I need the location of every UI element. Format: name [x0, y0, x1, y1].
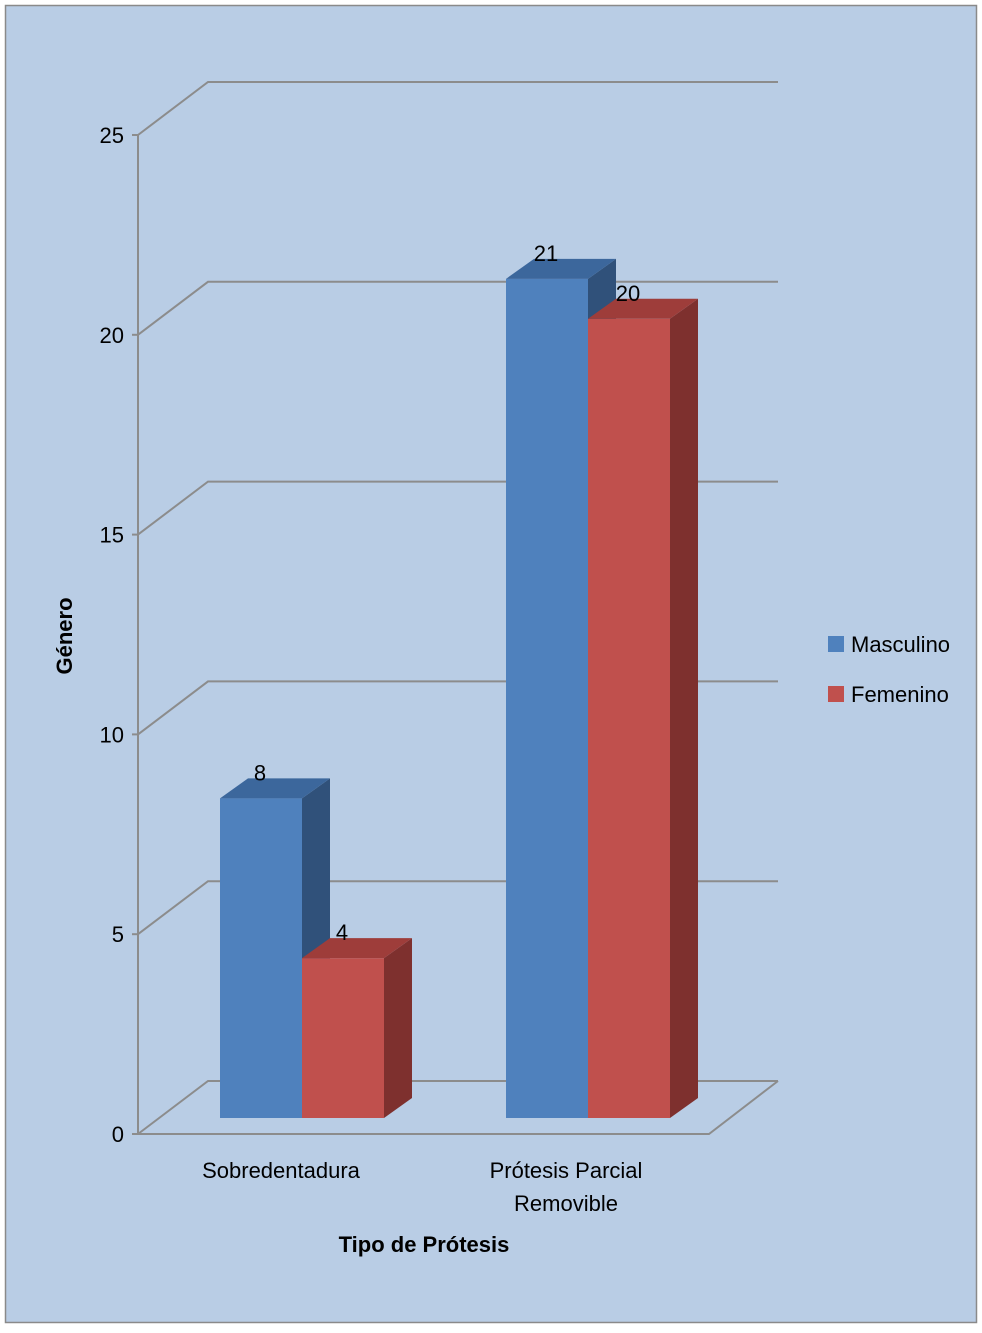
- bar-femenino-front: [588, 318, 670, 1118]
- y-tick-label: 20: [100, 323, 124, 348]
- bar-femenino-side: [384, 938, 412, 1118]
- chart-background: [4, 4, 978, 1324]
- x-category-label: Removible: [514, 1191, 618, 1216]
- data-label: 4: [336, 920, 348, 945]
- bar-femenino-top: [302, 938, 412, 959]
- y-tick-label: 25: [100, 123, 124, 148]
- x-category-label: Prótesis Parcial: [490, 1158, 643, 1183]
- bar-masculino-top: [220, 778, 330, 799]
- data-label: 20: [616, 281, 640, 306]
- bar-femenino-top: [588, 298, 698, 319]
- bar-femenino-side: [670, 298, 698, 1118]
- y-tick-label: 15: [100, 523, 124, 548]
- y-axis-title: Género: [52, 597, 77, 674]
- gridline: [137, 81, 778, 136]
- bar-masculino-top: [506, 258, 616, 279]
- legend-swatch-femenino: [828, 686, 844, 702]
- data-label: 8: [254, 760, 266, 785]
- floor-edge: [138, 1080, 779, 1135]
- legend-swatch-masculino: [828, 636, 844, 652]
- y-tick-label: 10: [100, 722, 124, 747]
- data-label: 21: [534, 241, 558, 266]
- y-tick-label: 0: [112, 1122, 124, 1147]
- x-axis-title: Tipo de Prótesis: [339, 1232, 510, 1257]
- x-category-label: Sobredentadura: [202, 1158, 361, 1183]
- bar-masculino-front: [220, 798, 302, 1118]
- bar-femenino-front: [302, 958, 384, 1118]
- legend-label-femenino: Femenino: [851, 682, 949, 707]
- legend-label-masculino: Masculino: [851, 632, 950, 657]
- bar-masculino-front: [506, 278, 588, 1119]
- y-tick-label: 5: [112, 922, 124, 947]
